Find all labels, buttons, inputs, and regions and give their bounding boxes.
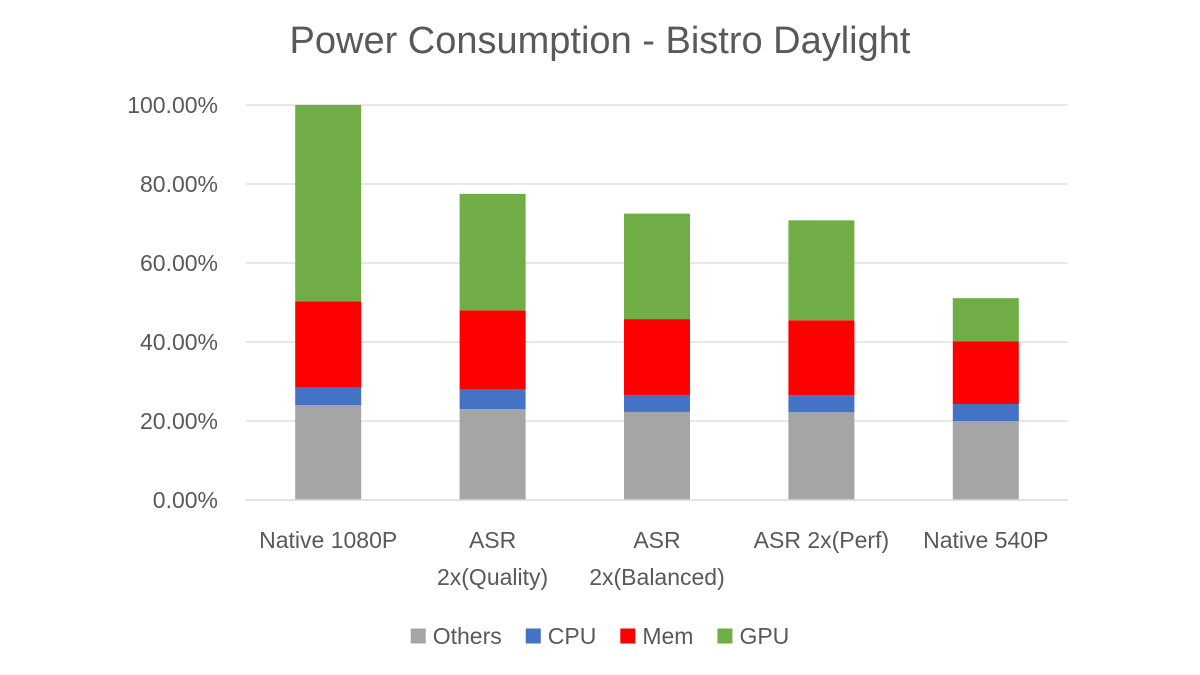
bar-segment-mem: [788, 320, 855, 396]
x-category-label-line: 2x(Quality): [437, 564, 548, 590]
bar-segment-gpu: [624, 213, 690, 320]
y-tick-label: 80.00%: [140, 171, 218, 197]
y-tick-label: 0.00%: [153, 487, 218, 513]
legend-swatch-mem: [620, 628, 636, 644]
x-category-label-line: ASR: [469, 527, 516, 553]
bar-segment-others: [295, 405, 362, 500]
legend-label: GPU: [739, 623, 789, 649]
bar-segment-others: [624, 411, 690, 500]
bar-segment-mem: [295, 301, 362, 388]
legend-swatch-gpu: [717, 628, 733, 644]
bar-segment-cpu: [295, 387, 362, 406]
bar-segment-gpu: [295, 105, 362, 302]
bar-segment-mem: [952, 341, 1019, 405]
y-tick-label: 40.00%: [140, 329, 218, 355]
y-axis-ticks: 0.00% 20.00% 40.00% 60.00% 80.00% 100.00%: [127, 92, 218, 513]
x-category-label-line: Native 540P: [923, 527, 1048, 553]
x-category-label: Native 1080P: [259, 527, 397, 553]
legend-label: Mem: [642, 623, 693, 649]
chart-title: Power Consumption - Bistro Daylight: [290, 20, 911, 62]
x-category-label-line: 2x(Balanced): [589, 564, 725, 590]
bar-segment-cpu: [459, 389, 526, 410]
legend-label: Others: [433, 623, 502, 649]
x-category-label-line: ASR: [633, 527, 680, 553]
bar-segment-others: [952, 421, 1019, 500]
bar-segment-cpu: [952, 404, 1019, 421]
bar-segment-mem: [459, 310, 526, 390]
bar-segment-gpu: [952, 298, 1019, 342]
bar-segment-others: [459, 409, 526, 500]
x-category-label-line: ASR 2x(Perf): [754, 527, 889, 553]
x-category-label: ASR 2x(Perf): [754, 527, 889, 553]
legend-swatch-others: [410, 628, 426, 644]
bar-segment-cpu: [624, 394, 690, 412]
x-category-label-line: Native 1080P: [259, 527, 397, 553]
y-tick-label: 20.00%: [140, 408, 218, 434]
legend-swatch-cpu: [525, 628, 541, 644]
y-tick-label: 60.00%: [140, 250, 218, 276]
x-category-label: ASR 2x(Balanced): [589, 527, 725, 590]
legend-label: CPU: [548, 623, 597, 649]
legend: Others CPU Mem GPU: [410, 623, 789, 649]
bar-segment-gpu: [459, 193, 526, 311]
bar-segment-cpu: [788, 395, 855, 413]
x-category-label: Native 540P: [923, 527, 1048, 553]
bar-segment-mem: [624, 319, 690, 395]
y-tick-label: 100.00%: [127, 92, 218, 118]
bars: [295, 105, 1019, 500]
x-category-label: ASR 2x(Quality): [437, 527, 548, 590]
bar-segment-gpu: [788, 220, 855, 321]
bar-segment-others: [788, 412, 855, 500]
x-axis-labels: Native 1080P ASR 2x(Quality) ASR 2x(Balanced…: [259, 527, 1048, 590]
